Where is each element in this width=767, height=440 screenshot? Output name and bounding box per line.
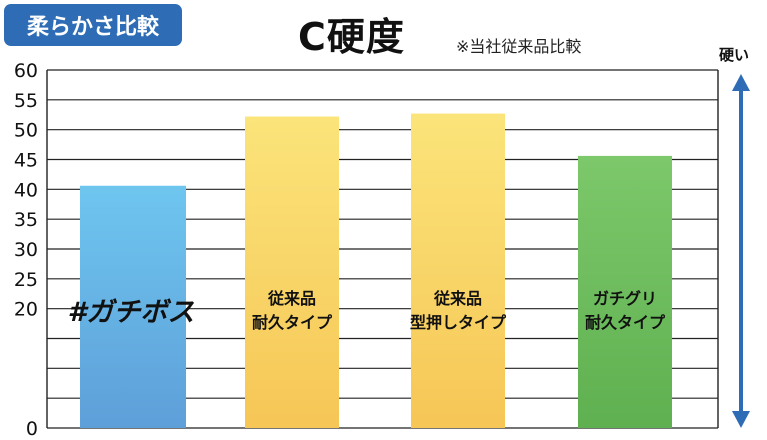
y-tick-label: 30 — [14, 239, 38, 261]
bar — [245, 116, 339, 428]
bar — [80, 185, 186, 428]
badge-label: 柔らかさ比較 — [4, 4, 182, 46]
hardness-arrow — [732, 74, 750, 428]
y-tick-label: 20 — [14, 299, 38, 321]
category-label: ガチグリ — [593, 289, 657, 308]
category-label: 従来品 — [267, 289, 316, 308]
category-label: 従来品 — [433, 289, 482, 308]
arrow-head-down — [732, 411, 750, 428]
bar — [411, 113, 505, 428]
y-tick-label: 35 — [14, 209, 38, 231]
y-tick-labels: 60 55 50 45 40 35 30 25 20 0 — [14, 60, 38, 440]
y-tick-label: 40 — [14, 179, 38, 201]
bars — [80, 113, 672, 429]
y-tick-label: 45 — [14, 150, 38, 172]
y-tick-label: 25 — [14, 269, 38, 291]
y-tick-label: 55 — [14, 90, 38, 112]
bar — [578, 155, 672, 429]
hardness-arrow-label: 硬い — [719, 46, 750, 64]
category-label: 型押しタイプ — [410, 313, 507, 332]
y-tick-label: 60 — [14, 60, 38, 82]
comparison-note: ※当社従来品比較 — [456, 37, 582, 56]
chart-title: C硬度 — [298, 15, 405, 59]
y-tick-label: 0 — [26, 418, 38, 440]
category-label: 耐久タイプ — [252, 313, 333, 332]
category-label: #ガチボス — [68, 297, 195, 328]
category-label: 耐久タイプ — [585, 313, 666, 332]
arrow-head-up — [732, 74, 750, 91]
y-tick-label: 50 — [14, 120, 38, 142]
